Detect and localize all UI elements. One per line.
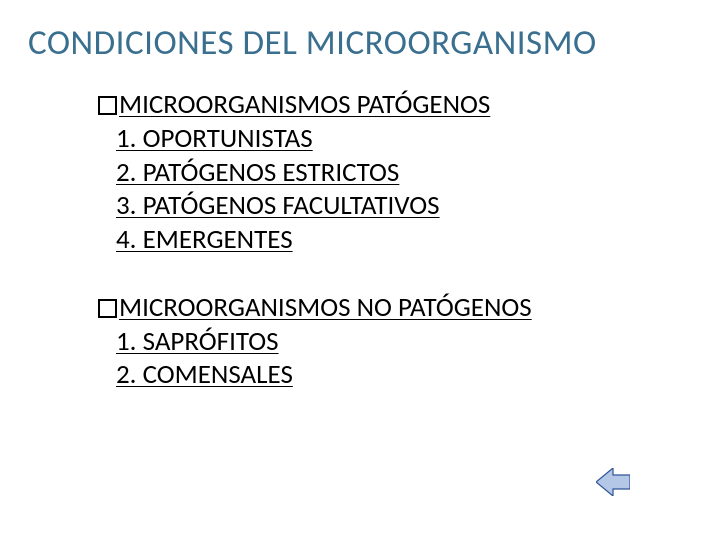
bullet-icon: [98, 299, 117, 318]
content-area: MICROORGANISMOS PATÓGENOS 1. OPORTUNISTA…: [98, 88, 692, 392]
back-button[interactable]: [596, 468, 630, 496]
list-item: 1. SAPRÓFITOS: [98, 325, 692, 359]
bullet-icon: [98, 96, 117, 115]
section-heading: MICROORGANISMOS PATÓGENOS: [98, 88, 692, 122]
list-item: 2. COMENSALES: [98, 358, 692, 392]
section-no-patogenos: MICROORGANISMOS NO PATÓGENOS 1. SAPRÓFIT…: [98, 291, 692, 392]
page-title: CONDICIONES DEL MICROORGANISMO: [28, 22, 692, 64]
section-heading-label: MICROORGANISMOS PATÓGENOS: [119, 88, 490, 122]
arrow-left-icon: [596, 468, 630, 496]
list-item: 3. PATÓGENOS FACULTATIVOS: [98, 189, 692, 223]
list-item: 1. OPORTUNISTAS: [98, 122, 692, 156]
section-heading-label: MICROORGANISMOS NO PATÓGENOS: [119, 291, 532, 325]
list-item: 2. PATÓGENOS ESTRICTOS: [98, 156, 692, 190]
slide: CONDICIONES DEL MICROORGANISMO MICROORGA…: [0, 0, 720, 540]
section-heading: MICROORGANISMOS NO PATÓGENOS: [98, 291, 692, 325]
section-patogenos: MICROORGANISMOS PATÓGENOS 1. OPORTUNISTA…: [98, 88, 692, 257]
list-item: 4. EMERGENTES: [98, 223, 692, 257]
